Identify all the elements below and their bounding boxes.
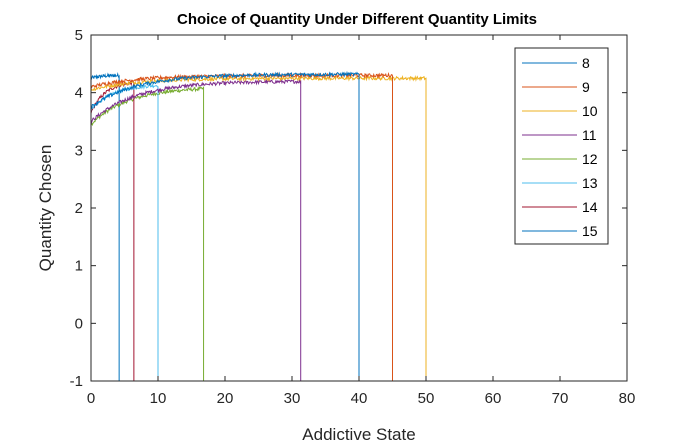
x-tick-label: 40 (351, 390, 368, 407)
legend-label-11: 11 (582, 127, 597, 143)
legend: 8 9 10 11 12 13 14 15 (514, 47, 609, 245)
x-tick-label: 80 (619, 390, 636, 407)
y-axis-label: Quantity Chosen (36, 145, 55, 272)
x-tick-label: 50 (418, 390, 435, 407)
x-tick-label: 30 (284, 390, 301, 407)
x-tick-label: 20 (217, 390, 234, 407)
legend-label-10: 10 (582, 103, 598, 119)
x-tick-label: 10 (150, 390, 167, 407)
legend-label-15: 15 (582, 223, 598, 239)
legend-label-12: 12 (582, 151, 598, 167)
legend-label-8: 8 (582, 55, 590, 71)
x-tick-label: 60 (485, 390, 502, 407)
y-tick-label: 4 (75, 85, 83, 102)
series-line-11 (90, 78, 594, 382)
y-tick-label: 0 (75, 315, 83, 332)
y-tick-label: -1 (70, 373, 83, 390)
legend-label-13: 13 (582, 175, 598, 191)
series-line-14 (90, 80, 594, 382)
y-tick-label: 5 (75, 27, 83, 44)
series-layer (90, 70, 594, 382)
legend-label-14: 14 (582, 199, 598, 215)
series-line-15 (90, 72, 594, 382)
y-tick-label: 2 (75, 200, 83, 217)
y-tick-label: 1 (75, 258, 83, 275)
chart-title: Choice of Quantity Under Different Quant… (177, 11, 537, 28)
legend-label-9: 9 (582, 79, 590, 95)
series-line-8 (90, 70, 594, 382)
y-tick-label: 3 (75, 142, 83, 159)
x-tick-label: 0 (87, 390, 95, 407)
x-tick-label: 70 (552, 390, 569, 407)
legend-box (514, 47, 609, 245)
x-axis-label: Addictive State (302, 425, 415, 444)
